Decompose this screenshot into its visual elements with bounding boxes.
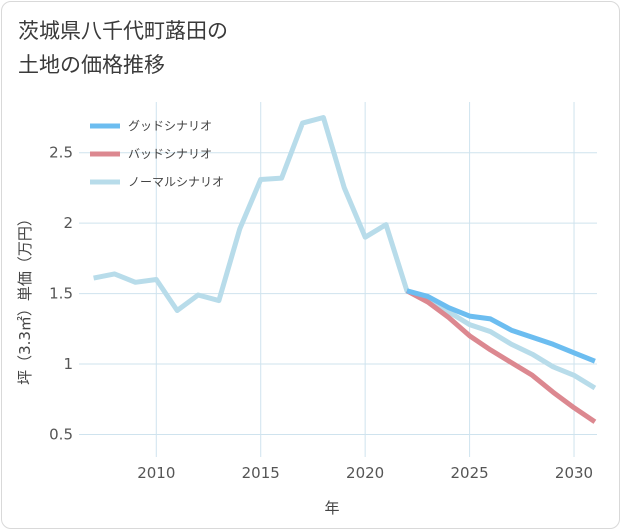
x-tick-label: 2015 <box>242 464 280 482</box>
y-tick-label: 0.5 <box>49 425 73 443</box>
tick-labels: 2010 2015 2020 2025 2030 0.5 1 1.5 2 2.5 <box>49 144 593 482</box>
legend-label: グッドシナリオ <box>128 119 212 133</box>
chart-title: 茨城県八千代町蕗田の 土地の価格推移 <box>18 14 228 82</box>
y-tick-label: 2 <box>63 214 73 232</box>
x-tick-label: 2010 <box>137 464 175 482</box>
x-tick-label: 2020 <box>346 464 384 482</box>
y-tick-label: 1 <box>63 355 73 373</box>
y-tick-label: 1.5 <box>49 285 73 303</box>
series-lines <box>93 115 597 424</box>
legend-label: ノーマルシナリオ <box>128 175 224 189</box>
chart-title-line-1: 茨城県八千代町蕗田の <box>18 19 228 43</box>
y-tick-label: 2.5 <box>49 144 73 162</box>
series-line-2 <box>93 115 597 391</box>
chart-title-line-2: 土地の価格推移 <box>18 53 165 77</box>
x-axis-label: 年 <box>324 499 339 517</box>
series-line-1 <box>405 288 597 424</box>
x-tick-label: 2030 <box>555 464 593 482</box>
series-line-0 <box>406 288 596 364</box>
y-axis-label: 坪（3.3㎡）単価（万円） <box>16 211 34 385</box>
x-tick-label: 2025 <box>450 464 488 482</box>
legend-label: バッドシナリオ <box>128 147 212 161</box>
